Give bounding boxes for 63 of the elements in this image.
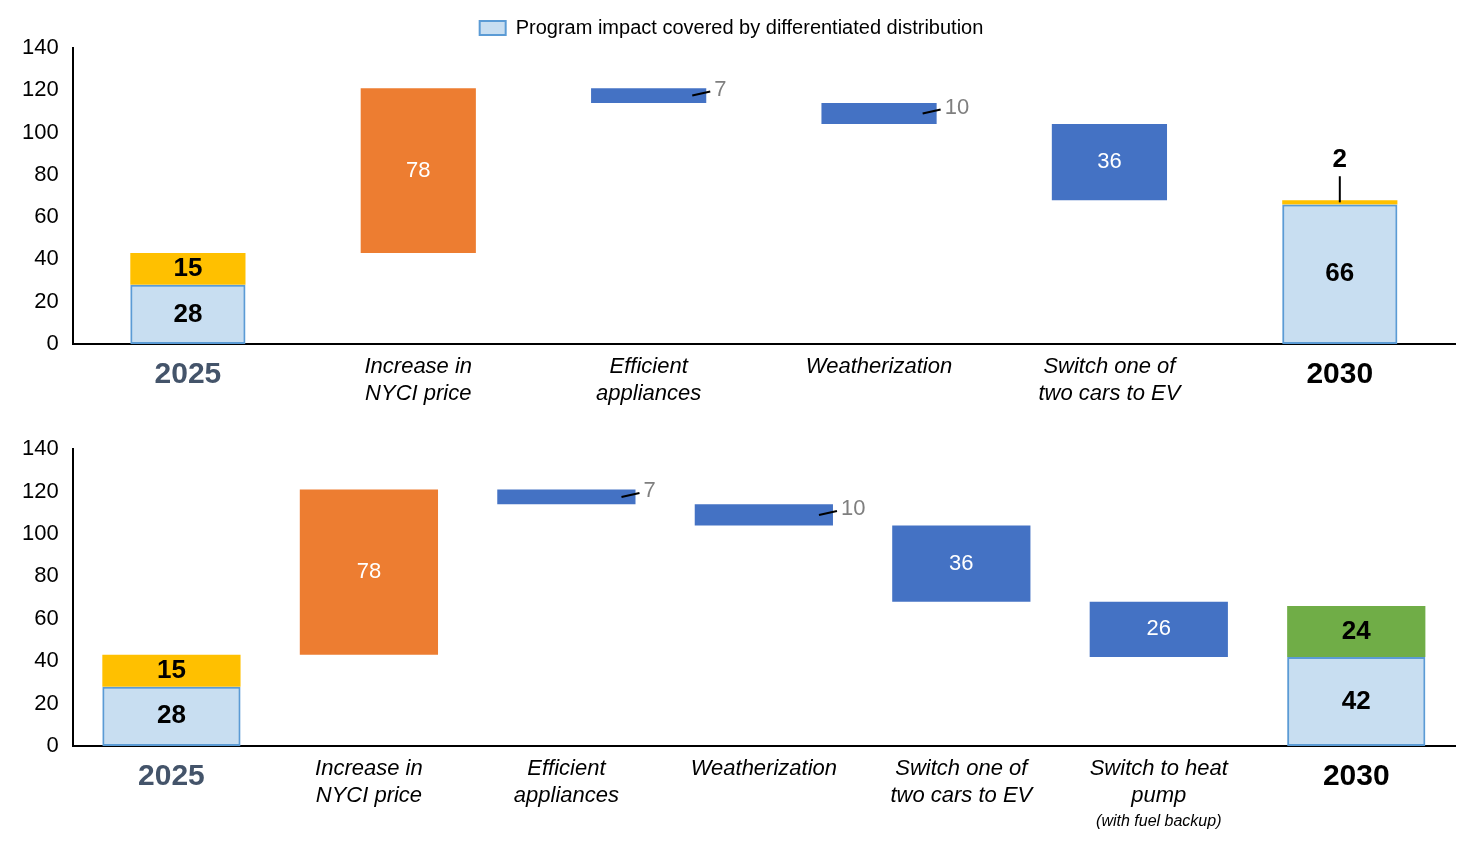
x-tick-label: Switch to heat pump (with fuel backup) <box>1089 755 1229 830</box>
x-tick-label: Weatherization <box>690 755 838 781</box>
y-tick-label: 0 <box>46 732 59 758</box>
data-label: 7 <box>714 75 727 101</box>
bar <box>591 88 707 103</box>
y-tick-label: 140 <box>21 435 59 461</box>
data-label: 26 <box>1146 615 1172 641</box>
x-tick-label: 2030 <box>1306 356 1374 390</box>
y-tick-label: 0 <box>46 330 59 356</box>
bar <box>892 525 1031 602</box>
y-tick-label: 140 <box>21 34 59 60</box>
data-label: 36 <box>1097 148 1122 174</box>
y-tick-label: 80 <box>34 160 59 186</box>
x-tick-label: Efficient appliances <box>596 353 702 406</box>
y-tick-label: 40 <box>34 245 59 271</box>
y-tick-label: 20 <box>34 689 59 715</box>
bar <box>1287 606 1426 657</box>
bar <box>1287 656 1426 746</box>
bar <box>1051 124 1168 201</box>
x-tick-label: Efficient appliances <box>513 755 619 808</box>
data-label: 10 <box>840 494 866 520</box>
y-tick-label: 100 <box>21 118 59 144</box>
bar <box>821 102 937 125</box>
data-label: 78 <box>356 558 382 584</box>
data-label: 15 <box>156 653 186 684</box>
y-tick-label: 40 <box>34 647 59 673</box>
x-tick-label: 2025 <box>154 356 222 390</box>
data-label: 10 <box>944 93 970 119</box>
bar <box>360 88 476 254</box>
x-tick-label: Switch one of two cars to EV <box>1038 353 1183 406</box>
bar <box>102 654 241 687</box>
y-tick-label: 60 <box>34 604 59 630</box>
x-tick-label: 2025 <box>138 758 205 792</box>
x-tick-label: Weatherization <box>805 353 953 379</box>
bar <box>1282 204 1398 344</box>
bar <box>497 489 636 505</box>
y-tick-label: 20 <box>34 287 59 313</box>
x-tick-label: Increase in NYCI price <box>364 353 473 406</box>
data-label: 78 <box>406 156 431 182</box>
bar <box>102 686 241 746</box>
data-label: 28 <box>173 297 203 328</box>
data-label: 66 <box>1325 257 1355 288</box>
x-tick-label: Switch one of two cars to EV <box>890 755 1035 808</box>
data-label: 7 <box>643 476 656 502</box>
y-tick-label: 60 <box>34 203 59 229</box>
data-label: 2 <box>1332 143 1348 174</box>
x-tick-label: 2030 <box>1322 758 1390 792</box>
bar <box>130 253 246 285</box>
bar <box>299 489 439 655</box>
y-tick-label: 120 <box>21 477 59 503</box>
bar <box>1282 200 1398 205</box>
y-tick-label: 120 <box>21 76 59 102</box>
data-label: 24 <box>1341 614 1372 645</box>
data-label: 28 <box>156 699 186 730</box>
data-label: 15 <box>173 252 203 283</box>
y-tick-label: 100 <box>21 520 59 546</box>
data-label: 42 <box>1341 684 1371 715</box>
bar <box>1089 601 1228 657</box>
x-tick-label: Increase in NYCI price <box>315 755 423 808</box>
legend-label: Program impact covered by differentiated distribution <box>515 15 984 38</box>
data-label: 36 <box>949 549 974 575</box>
bar <box>694 504 833 526</box>
y-tick-label: 80 <box>34 562 59 588</box>
